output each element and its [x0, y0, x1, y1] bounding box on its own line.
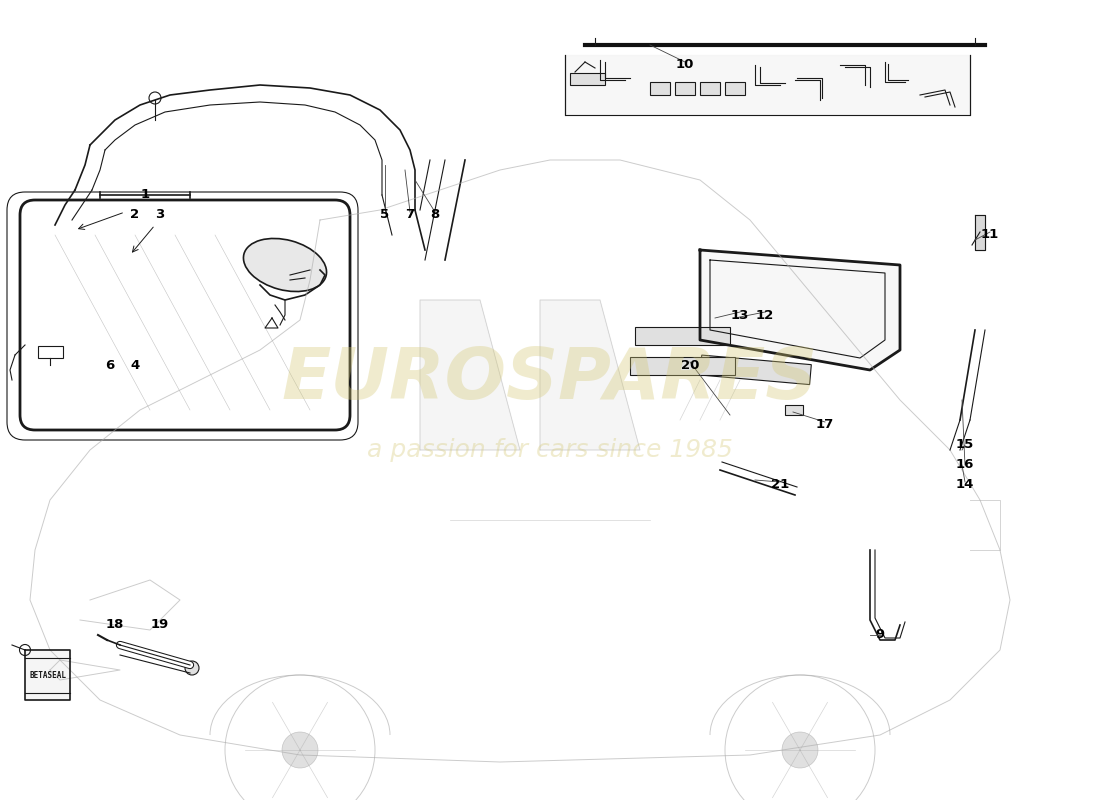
- Bar: [675, 82, 695, 95]
- Bar: [700, 82, 720, 95]
- Polygon shape: [420, 300, 520, 450]
- Text: 2: 2: [131, 209, 140, 222]
- Text: 16: 16: [956, 458, 975, 471]
- Text: 18: 18: [106, 618, 124, 631]
- Polygon shape: [975, 215, 984, 250]
- Text: 9: 9: [876, 629, 884, 642]
- Text: 3: 3: [155, 209, 165, 222]
- Text: 10: 10: [675, 58, 694, 71]
- Text: a passion for cars since 1985: a passion for cars since 1985: [367, 438, 733, 462]
- Text: 15: 15: [956, 438, 975, 451]
- Text: 1: 1: [141, 189, 150, 202]
- Text: 5: 5: [381, 209, 389, 222]
- Polygon shape: [25, 650, 70, 700]
- Text: 8: 8: [430, 209, 440, 222]
- Bar: [725, 82, 745, 95]
- Bar: [635, 327, 730, 345]
- Text: 21: 21: [771, 478, 789, 491]
- Polygon shape: [700, 250, 900, 370]
- Circle shape: [185, 661, 199, 675]
- Circle shape: [282, 732, 318, 768]
- Text: 7: 7: [406, 209, 415, 222]
- Text: 17: 17: [816, 418, 834, 431]
- Text: 6: 6: [106, 358, 114, 371]
- Circle shape: [782, 732, 818, 768]
- Bar: [650, 82, 670, 95]
- Text: BETASEAL: BETASEAL: [30, 670, 66, 679]
- Bar: [700, 355, 812, 385]
- Text: 11: 11: [981, 229, 999, 242]
- Bar: [570, 73, 605, 85]
- Bar: [785, 405, 803, 415]
- Polygon shape: [565, 55, 970, 115]
- Text: 19: 19: [151, 618, 169, 631]
- Text: 14: 14: [956, 478, 975, 491]
- Text: 12: 12: [756, 309, 774, 322]
- Text: 20: 20: [681, 358, 700, 371]
- Text: 4: 4: [131, 358, 140, 371]
- Text: 13: 13: [730, 309, 749, 322]
- Polygon shape: [540, 300, 640, 450]
- Ellipse shape: [243, 238, 327, 291]
- Bar: [39, 346, 63, 358]
- Text: EUROSPARES: EUROSPARES: [282, 346, 818, 414]
- Bar: [630, 357, 735, 375]
